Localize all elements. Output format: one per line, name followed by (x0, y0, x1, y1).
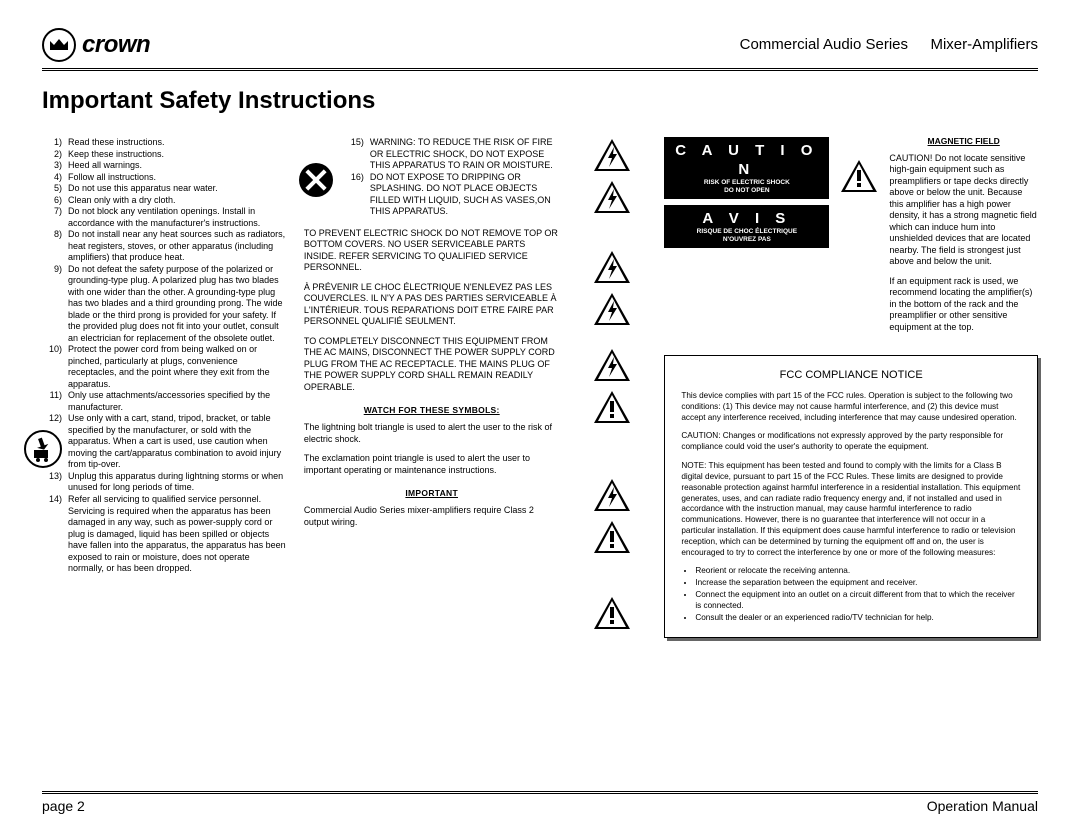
column-4: C A U T I O N RISK OF ELECTRIC SHOCK DO … (664, 137, 1038, 638)
fcc-bullet: Reorient or relocate the receiving anten… (695, 566, 1021, 577)
instruction-item: 1)Read these instructions. (42, 137, 286, 149)
page-footer: page 2 Operation Manual (42, 793, 1038, 814)
bolt-symbol-text: The lightning bolt triangle is used to a… (304, 422, 560, 445)
instruction-item: 6)Clean only with a dry cloth. (42, 195, 286, 207)
instruction-item: 11)Only use attachments/accessories spec… (42, 390, 286, 413)
caution-title: C A U T I O N (668, 141, 825, 179)
instruction-item: 10)Protect the power cord from being wal… (42, 344, 286, 390)
instructions-list-1: 1)Read these instructions.2)Keep these i… (42, 137, 286, 575)
caution-line-2: DO NOT OPEN (668, 187, 825, 195)
page-title: Important Safety Instructions (42, 87, 1038, 115)
bolt-triangle-icon (592, 249, 632, 285)
excl-triangle-icon (592, 595, 632, 631)
bolt-triangle-icon (592, 291, 632, 327)
header-rule-1 (42, 68, 1038, 69)
excl-triangle-icon (839, 158, 879, 194)
prevent-shock-text: TO PREVENT ELECTRIC SHOCK DO NOT REMOVE … (304, 228, 560, 274)
brand-name: crown (82, 31, 150, 59)
no-icon (299, 163, 333, 197)
bolt-triangle-icon (592, 347, 632, 383)
instruction-item: 7)Do not block any ventilation openings.… (42, 206, 286, 229)
bolt-triangle-icon (592, 179, 632, 215)
header-right: Commercial Audio Series Mixer-Amplifiers (740, 36, 1038, 54)
disconnect-text: TO COMPLETELY DISCONNECT THIS EQUIPMENT … (304, 336, 560, 394)
header-rule-2 (42, 70, 1038, 71)
important-header: IMPORTANT (304, 488, 560, 499)
prevent-shock-text-fr: À PRÉVENIR LE CHOC ÉLECTRIQUE N'ENLEVEZ … (304, 282, 560, 328)
instruction-item: 3)Heed all warnings. (42, 160, 286, 172)
content-columns: 1)Read these instructions.2)Keep these i… (42, 137, 1038, 638)
model-name: Mixer-Amplifiers (930, 36, 1038, 53)
excl-triangle-icon (592, 519, 632, 555)
instructions-list-2: 15)WARNING: TO REDUCE THE RISK OF FIRE O… (344, 137, 560, 218)
avis-box: A V I S RISQUE DE CHOC ÉLECTRIQUE N'OUVR… (664, 205, 829, 248)
fcc-title: FCC COMPLIANCE NOTICE (681, 368, 1021, 383)
instruction-item: 4)Follow all instructions. (42, 172, 286, 184)
column-1: 1)Read these instructions.2)Keep these i… (42, 137, 286, 638)
fcc-p2: CAUTION: Changes or modifications not ex… (681, 431, 1021, 453)
fcc-bullets: Reorient or relocate the receiving anten… (681, 566, 1021, 623)
magnetic-header: MAGNETIC FIELD (889, 136, 1038, 147)
magnetic-p2: If an equipment rack is used, we recomme… (889, 276, 1038, 334)
bolt-triangle-icon (592, 477, 632, 513)
instruction-item: 15)WARNING: TO REDUCE THE RISK OF FIRE O… (344, 137, 560, 172)
instruction-item: 2)Keep these instructions. (42, 149, 286, 161)
avis-line-2: N'OUVREZ PAS (668, 236, 825, 244)
instruction-item: 14)Refer all servicing to qualified serv… (42, 494, 286, 575)
instruction-item: 8)Do not install near any heat sources s… (42, 229, 286, 264)
watch-symbols-header: WATCH FOR THESE SYMBOLS: (304, 405, 560, 416)
cart-tip-icon (24, 430, 62, 468)
brand-logo: crown (42, 28, 150, 62)
fcc-bullet: Connect the equipment into an outlet on … (695, 590, 1021, 612)
crown-badge-icon (42, 28, 76, 62)
fcc-bullet: Increase the separation between the equi… (695, 578, 1021, 589)
instruction-item: 12)Use only with a cart, stand, tripod, … (42, 413, 286, 471)
avis-title: A V I S (668, 209, 825, 228)
excl-symbol-text: The exclamation point triangle is used t… (304, 453, 560, 476)
instruction-item: 13)Unplug this apparatus during lightnin… (42, 471, 286, 494)
instruction-item: 5)Do not use this apparatus near water. (42, 183, 286, 195)
series-name: Commercial Audio Series (740, 36, 908, 53)
fcc-p3: NOTE: This equipment has been tested and… (681, 461, 1021, 558)
instruction-item: 9)Do not defeat the safety purpose of th… (42, 264, 286, 345)
magnetic-p1: CAUTION! Do not locate sensitive high-ga… (889, 153, 1038, 268)
important-text: Commercial Audio Series mixer-amplifiers… (304, 505, 560, 528)
fcc-notice-box: FCC COMPLIANCE NOTICE This device compli… (664, 355, 1038, 637)
symbol-column (578, 137, 647, 638)
footer-manual: Operation Manual (927, 798, 1038, 814)
bolt-triangle-icon (592, 137, 632, 173)
caution-box: C A U T I O N RISK OF ELECTRIC SHOCK DO … (664, 137, 829, 199)
page-header: crown Commercial Audio Series Mixer-Ampl… (42, 28, 1038, 62)
footer-page: page 2 (42, 798, 85, 814)
caution-line-1: RISK OF ELECTRIC SHOCK (668, 179, 825, 187)
excl-triangle-icon (592, 389, 632, 425)
avis-line-1: RISQUE DE CHOC ÉLECTRIQUE (668, 228, 825, 236)
column-2: 15)WARNING: TO REDUCE THE RISK OF FIRE O… (304, 137, 560, 638)
instruction-item: 16)DO NOT EXPOSE TO DRIPPING OR SPLASHIN… (344, 172, 560, 218)
fcc-p1: This device complies with part 15 of the… (681, 391, 1021, 423)
fcc-bullet: Consult the dealer or an experienced rad… (695, 613, 1021, 624)
